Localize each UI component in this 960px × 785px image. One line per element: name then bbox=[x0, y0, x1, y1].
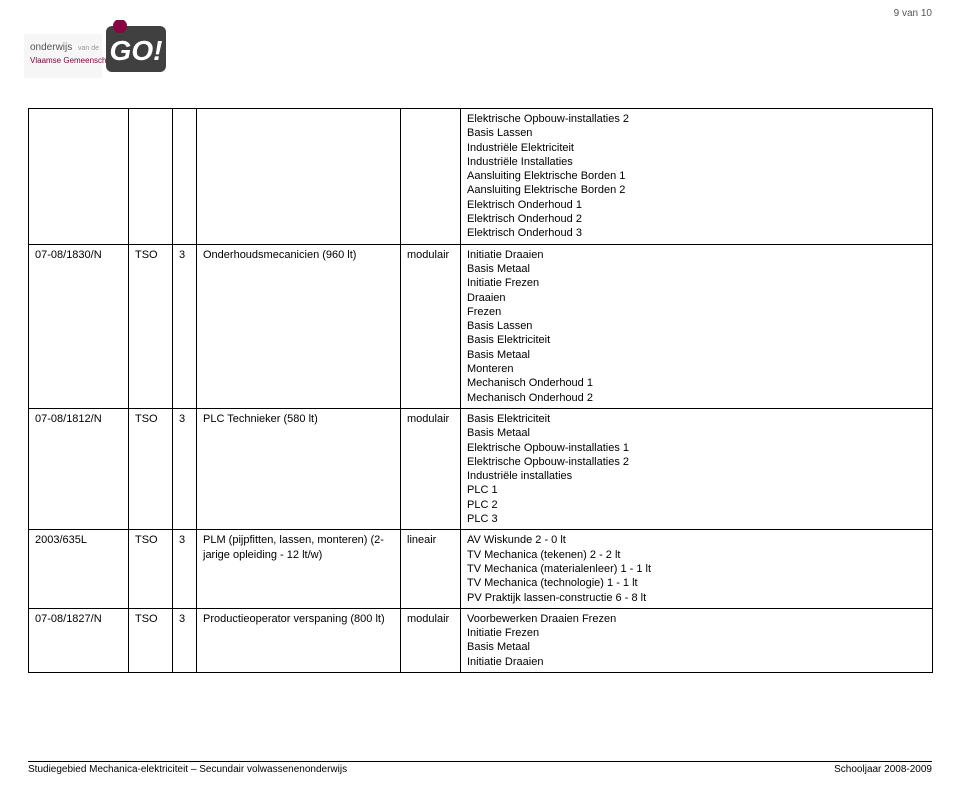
content-line: Industriële Installaties bbox=[467, 155, 926, 169]
cell-program: Onderhoudsmecanicien (960 lt) bbox=[197, 244, 401, 408]
content-line: PLC 2 bbox=[467, 498, 926, 512]
content-line: Aansluiting Elektrische Borden 1 bbox=[467, 169, 926, 183]
logo-text-line1: onderwijs bbox=[30, 42, 72, 53]
cell-program: PLC Technieker (580 lt) bbox=[197, 408, 401, 529]
content-line: Initiatie Draaien bbox=[467, 248, 926, 262]
cell-num bbox=[173, 109, 197, 245]
logo-mark-text: GO! bbox=[110, 35, 163, 66]
footer: Studiegebied Mechanica-elektriciteit – S… bbox=[28, 761, 932, 775]
footer-right: Schooljaar 2008-2009 bbox=[834, 764, 932, 775]
cell-content: Voorbewerken Draaien FrezenInitiatie Fre… bbox=[461, 608, 933, 672]
cell-level: TSO bbox=[129, 408, 173, 529]
cell-level: TSO bbox=[129, 530, 173, 608]
content-line: PLC 1 bbox=[467, 483, 926, 497]
cell-code: 07-08/1830/N bbox=[29, 244, 129, 408]
content-line: Initiatie Frezen bbox=[467, 626, 926, 640]
content-line: PLC 3 bbox=[467, 512, 926, 526]
cell-mode: lineair bbox=[401, 530, 461, 608]
content-line: Mechanisch Onderhoud 2 bbox=[467, 391, 926, 405]
content-line: Industriële installaties bbox=[467, 469, 926, 483]
cell-content: Elektrische Opbouw-installaties 2Basis L… bbox=[461, 109, 933, 245]
cell-mode: modulair bbox=[401, 408, 461, 529]
content-line: Elektrisch Onderhoud 2 bbox=[467, 212, 926, 226]
content-line: Basis Metaal bbox=[467, 426, 926, 440]
cell-code: 07-08/1827/N bbox=[29, 608, 129, 672]
cell-content: Basis ElektriciteitBasis MetaalElektrisc… bbox=[461, 408, 933, 529]
content-line: Monteren bbox=[467, 362, 926, 376]
content-line: Basis Lassen bbox=[467, 319, 926, 333]
content-line: Basis Metaal bbox=[467, 348, 926, 362]
logo: onderwijs van de Vlaamse Gemeenschap GO! bbox=[24, 20, 174, 86]
content-line: Initiatie Draaien bbox=[467, 655, 926, 669]
content-line: TV Mechanica (technologie) 1 - 1 lt bbox=[467, 576, 926, 590]
logo-text-line2: Vlaamse Gemeenschap bbox=[30, 56, 116, 65]
table-container: Elektrische Opbouw-installaties 2Basis L… bbox=[28, 108, 932, 673]
footer-left: Studiegebied Mechanica-elektriciteit – S… bbox=[28, 764, 347, 775]
cell-mode: modulair bbox=[401, 608, 461, 672]
content-line: Frezen bbox=[467, 305, 926, 319]
table-body: Elektrische Opbouw-installaties 2Basis L… bbox=[29, 109, 933, 673]
cell-code: 2003/635L bbox=[29, 530, 129, 608]
programs-table: Elektrische Opbouw-installaties 2Basis L… bbox=[28, 108, 933, 673]
cell-code bbox=[29, 109, 129, 245]
page: 9 van 10 onderwijs van de Vlaamse Gemeen… bbox=[0, 0, 960, 785]
content-line: PV Praktijk lassen-constructie 6 - 8 lt bbox=[467, 591, 926, 605]
table-row: 2003/635LTSO3PLM (pijpfitten, lassen, mo… bbox=[29, 530, 933, 608]
content-line: Elektrische Opbouw-installaties 2 bbox=[467, 112, 926, 126]
content-line: TV Mechanica (tekenen) 2 - 2 lt bbox=[467, 548, 926, 562]
cell-mode bbox=[401, 109, 461, 245]
cell-num: 3 bbox=[173, 408, 197, 529]
table-row: 07-08/1812/NTSO3PLC Technieker (580 lt)m… bbox=[29, 408, 933, 529]
content-line: Elektrisch Onderhoud 3 bbox=[467, 226, 926, 240]
logo-text-small: van de bbox=[78, 45, 99, 52]
go-logo-svg: onderwijs van de Vlaamse Gemeenschap GO! bbox=[24, 20, 174, 86]
content-line: Draaien bbox=[467, 291, 926, 305]
cell-mode: modulair bbox=[401, 244, 461, 408]
content-line: AV Wiskunde 2 - 0 lt bbox=[467, 533, 926, 547]
content-line: Basis Lassen bbox=[467, 126, 926, 140]
content-line: Basis Metaal bbox=[467, 262, 926, 276]
cell-program bbox=[197, 109, 401, 245]
content-line: Initiatie Frezen bbox=[467, 276, 926, 290]
content-line: Basis Elektriciteit bbox=[467, 333, 926, 347]
content-line: Voorbewerken Draaien Frezen bbox=[467, 612, 926, 626]
content-line: Basis Metaal bbox=[467, 640, 926, 654]
cell-num: 3 bbox=[173, 244, 197, 408]
content-line: Elektrische Opbouw-installaties 2 bbox=[467, 455, 926, 469]
cell-num: 3 bbox=[173, 608, 197, 672]
cell-num: 3 bbox=[173, 530, 197, 608]
table-row: 07-08/1830/NTSO3Onderhoudsmecanicien (96… bbox=[29, 244, 933, 408]
content-line: Basis Elektriciteit bbox=[467, 412, 926, 426]
cell-content: Initiatie DraaienBasis MetaalInitiatie F… bbox=[461, 244, 933, 408]
table-row: Elektrische Opbouw-installaties 2Basis L… bbox=[29, 109, 933, 245]
content-line: Mechanisch Onderhoud 1 bbox=[467, 376, 926, 390]
cell-level: TSO bbox=[129, 608, 173, 672]
page-number: 9 van 10 bbox=[894, 8, 932, 19]
content-line: TV Mechanica (materialenleer) 1 - 1 lt bbox=[467, 562, 926, 576]
cell-code: 07-08/1812/N bbox=[29, 408, 129, 529]
table-row: 07-08/1827/NTSO3Productieoperator verspa… bbox=[29, 608, 933, 672]
cell-program: Productieoperator verspaning (800 lt) bbox=[197, 608, 401, 672]
content-line: Aansluiting Elektrische Borden 2 bbox=[467, 183, 926, 197]
cell-content: AV Wiskunde 2 - 0 ltTV Mechanica (tekene… bbox=[461, 530, 933, 608]
content-line: Industriële Elektriciteit bbox=[467, 141, 926, 155]
content-line: Elektrische Opbouw-installaties 1 bbox=[467, 441, 926, 455]
cell-level bbox=[129, 109, 173, 245]
content-line: Elektrisch Onderhoud 1 bbox=[467, 198, 926, 212]
cell-level: TSO bbox=[129, 244, 173, 408]
cell-program: PLM (pijpfitten, lassen, monteren) (2-ja… bbox=[197, 530, 401, 608]
